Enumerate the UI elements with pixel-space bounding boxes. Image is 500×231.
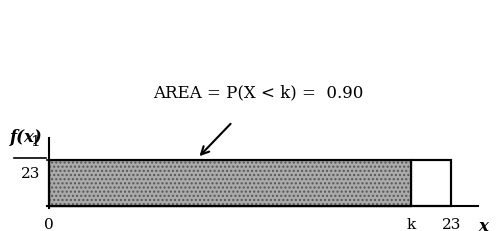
Text: k: k <box>406 217 416 231</box>
Text: 1: 1 <box>30 134 40 148</box>
Text: x: x <box>478 217 488 231</box>
Bar <box>48 161 411 206</box>
Text: AREA = P(X < k) =  0.90: AREA = P(X < k) = 0.90 <box>154 84 364 101</box>
Bar <box>48 161 451 206</box>
Text: 0: 0 <box>44 217 54 231</box>
Text: f(x): f(x) <box>10 128 43 145</box>
Text: 23: 23 <box>20 166 40 180</box>
Text: 23: 23 <box>442 217 461 231</box>
Bar <box>48 161 451 206</box>
